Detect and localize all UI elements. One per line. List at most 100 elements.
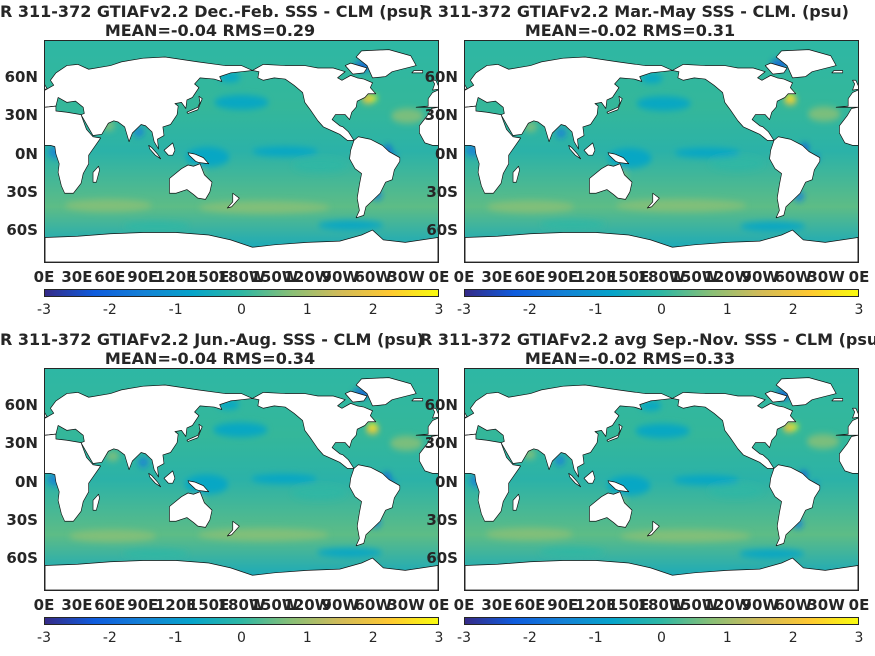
- colorbar-tick: 2: [368, 302, 378, 318]
- lon-label: 120E: [154, 596, 197, 614]
- colorbar-tick: -1: [588, 302, 603, 318]
- anomaly-blob: [790, 424, 800, 430]
- land-borneo: [163, 142, 176, 156]
- anomaly-blob: [317, 220, 384, 231]
- lat-label: 30S: [426, 183, 458, 201]
- land-greenland: [775, 377, 837, 407]
- lon-label: 0E: [33, 596, 55, 614]
- lon-label: 120W: [283, 268, 332, 286]
- lon-axis: 0E 30E 60E 90E 120E 150E 180W 150W 120W 90W 60W 30W…: [34, 268, 450, 286]
- land-nz: [646, 520, 660, 537]
- lon-label: 150W: [670, 268, 719, 286]
- land-newguinea: [187, 480, 210, 493]
- land-masses: [465, 49, 858, 262]
- anomaly-blob: [606, 475, 651, 496]
- lon-label: 0E: [848, 268, 870, 286]
- lat-label: 60S: [6, 221, 38, 239]
- colorbar-tick: -1: [168, 302, 183, 318]
- colorbar: [464, 289, 859, 297]
- lon-label: 0E: [848, 596, 870, 614]
- lat-label: 0N: [15, 473, 38, 491]
- anomaly-blob: [554, 455, 566, 466]
- lat-label: 60S: [426, 221, 458, 239]
- colorbar-tick: 0: [237, 302, 246, 318]
- anomaly-blob: [785, 93, 795, 99]
- land-nz: [226, 192, 240, 209]
- anomaly-blob: [739, 548, 805, 559]
- lat-label: 60S: [6, 549, 38, 567]
- lon-label: 120E: [574, 268, 617, 286]
- panel-title: R 311-372 GTIAFv2.2 Mar.-May SSS - CLM. …: [420, 2, 849, 21]
- land-greenland: [775, 49, 837, 79]
- colorbar-tick: 0: [657, 302, 666, 318]
- lon-label: 30E: [61, 596, 93, 614]
- land-antarctica: [465, 229, 858, 262]
- lon-label: 60E: [94, 596, 126, 614]
- lon-label: 0E: [428, 268, 450, 286]
- anomaly-blob: [252, 146, 318, 157]
- land-uk: [432, 407, 438, 419]
- land-iceland: [411, 398, 424, 402]
- panel-stats: MEAN=-0.02 RMS=0.31: [524, 21, 736, 40]
- colorbar-ticks: -3 -2 -1 0 1 2 3: [457, 302, 863, 320]
- land-samerica: [769, 464, 821, 547]
- anomaly-blob: [673, 475, 740, 486]
- colorbar-tick: 1: [302, 302, 312, 318]
- land-uk: [45, 84, 48, 90]
- land-samerica: [769, 136, 821, 219]
- lon-label: 30E: [481, 268, 513, 286]
- land-japan: [606, 95, 623, 114]
- colorbar-tick: -3: [37, 630, 51, 646]
- land-africa: [465, 433, 522, 522]
- land-greenland: [355, 49, 417, 79]
- lat-label: 60N: [424, 68, 458, 86]
- colorbar-tick: 3: [434, 302, 444, 318]
- colorbar-tick: 1: [722, 630, 732, 646]
- lon-label: 0E: [453, 596, 475, 614]
- lat-label: 30N: [424, 434, 458, 452]
- anomaly-blob: [635, 423, 690, 439]
- land-greenland: [355, 377, 417, 407]
- land-borneo: [583, 470, 596, 484]
- lon-label: 0E: [428, 596, 450, 614]
- land-africa: [45, 105, 102, 194]
- colorbar-tick: -2: [102, 302, 117, 318]
- lon-label: 150W: [250, 596, 299, 614]
- colorbar-tick: -2: [102, 630, 117, 646]
- land-africa: [465, 105, 522, 194]
- lon-label: 120E: [574, 596, 617, 614]
- colorbar-tick: 3: [434, 630, 444, 646]
- lon-label: 150W: [250, 268, 299, 286]
- lat-label: 30S: [6, 511, 38, 529]
- map-frame: [464, 40, 859, 263]
- anomaly-blob: [106, 451, 120, 462]
- lon-label: 90W: [741, 268, 779, 286]
- colorbar: [464, 617, 859, 625]
- anomaly-blob: [251, 473, 317, 484]
- world-map: [45, 369, 438, 590]
- anomaly-blob: [291, 485, 347, 500]
- lat-label: 30N: [4, 106, 38, 124]
- land-baffin: [344, 390, 368, 403]
- lon-label: 150E: [607, 268, 650, 286]
- panel-djf: R 311-372 GTIAFv2.2 Dec.-Feb. SSS - CLM …: [0, 0, 449, 328]
- land-eurasia: [415, 89, 438, 108]
- lat-label: 60N: [4, 396, 38, 414]
- lon-label: 0E: [33, 268, 55, 286]
- lon-label: 180W: [637, 268, 686, 286]
- panel-title: R 311-372 GTIAFv2.2 avg Sep.-Nov. SSS - …: [420, 330, 875, 349]
- land-japan: [186, 423, 203, 442]
- land-baffin: [344, 62, 368, 75]
- world-map: [465, 41, 858, 262]
- colorbar-tick: 3: [854, 630, 864, 646]
- lat-label: 0N: [15, 145, 38, 163]
- colorbar-tick: 1: [302, 630, 312, 646]
- land-madagascar: [512, 493, 520, 511]
- colorbar-tick: -3: [457, 302, 471, 318]
- land-namerica: [672, 63, 797, 141]
- colorbar-ticks: -3 -2 -1 0 1 2 3: [37, 302, 443, 320]
- land-africa: [45, 433, 102, 522]
- lat-label: 60S: [426, 549, 458, 567]
- panel-stats: MEAN=-0.04 RMS=0.34: [104, 349, 316, 368]
- anomaly-blob: [69, 529, 157, 543]
